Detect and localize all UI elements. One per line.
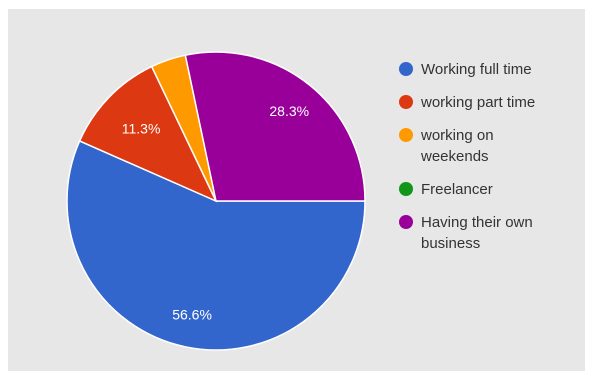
chart-panel: 56.6% 11.3% 28.3% Working full time working … (8, 9, 585, 371)
legend-swatch-2 (399, 128, 413, 142)
legend-label-2-line-1: weekends (420, 148, 489, 165)
legend-swatch-4 (399, 215, 413, 229)
pie-slice-4 (184, 51, 366, 202)
legend-swatch-1 (399, 95, 413, 109)
legend-swatch-0 (399, 62, 413, 76)
slice-percent-label-4: 28.3% (269, 103, 309, 119)
legend-swatch-3 (399, 182, 413, 196)
legend-label-1-line-0: working part time (420, 94, 535, 111)
legend-label-0-line-0: Working full time (421, 61, 532, 78)
legend-label-4-line-0: Having their own (421, 214, 533, 231)
slice-percent-label-0: 56.6% (172, 307, 212, 323)
legend-label-3-line-0: Freelancer (421, 181, 493, 198)
pie-slice-0 (66, 139, 366, 351)
pie-slice-1 (78, 65, 218, 203)
legend-label-4-line-1: business (421, 235, 480, 252)
legend-label-2-line-0: working on (420, 127, 494, 144)
slice-percent-label-1: 11.3% (122, 120, 161, 136)
pie-chart: 56.6% 11.3% 28.3% Working full time working … (66, 51, 535, 351)
